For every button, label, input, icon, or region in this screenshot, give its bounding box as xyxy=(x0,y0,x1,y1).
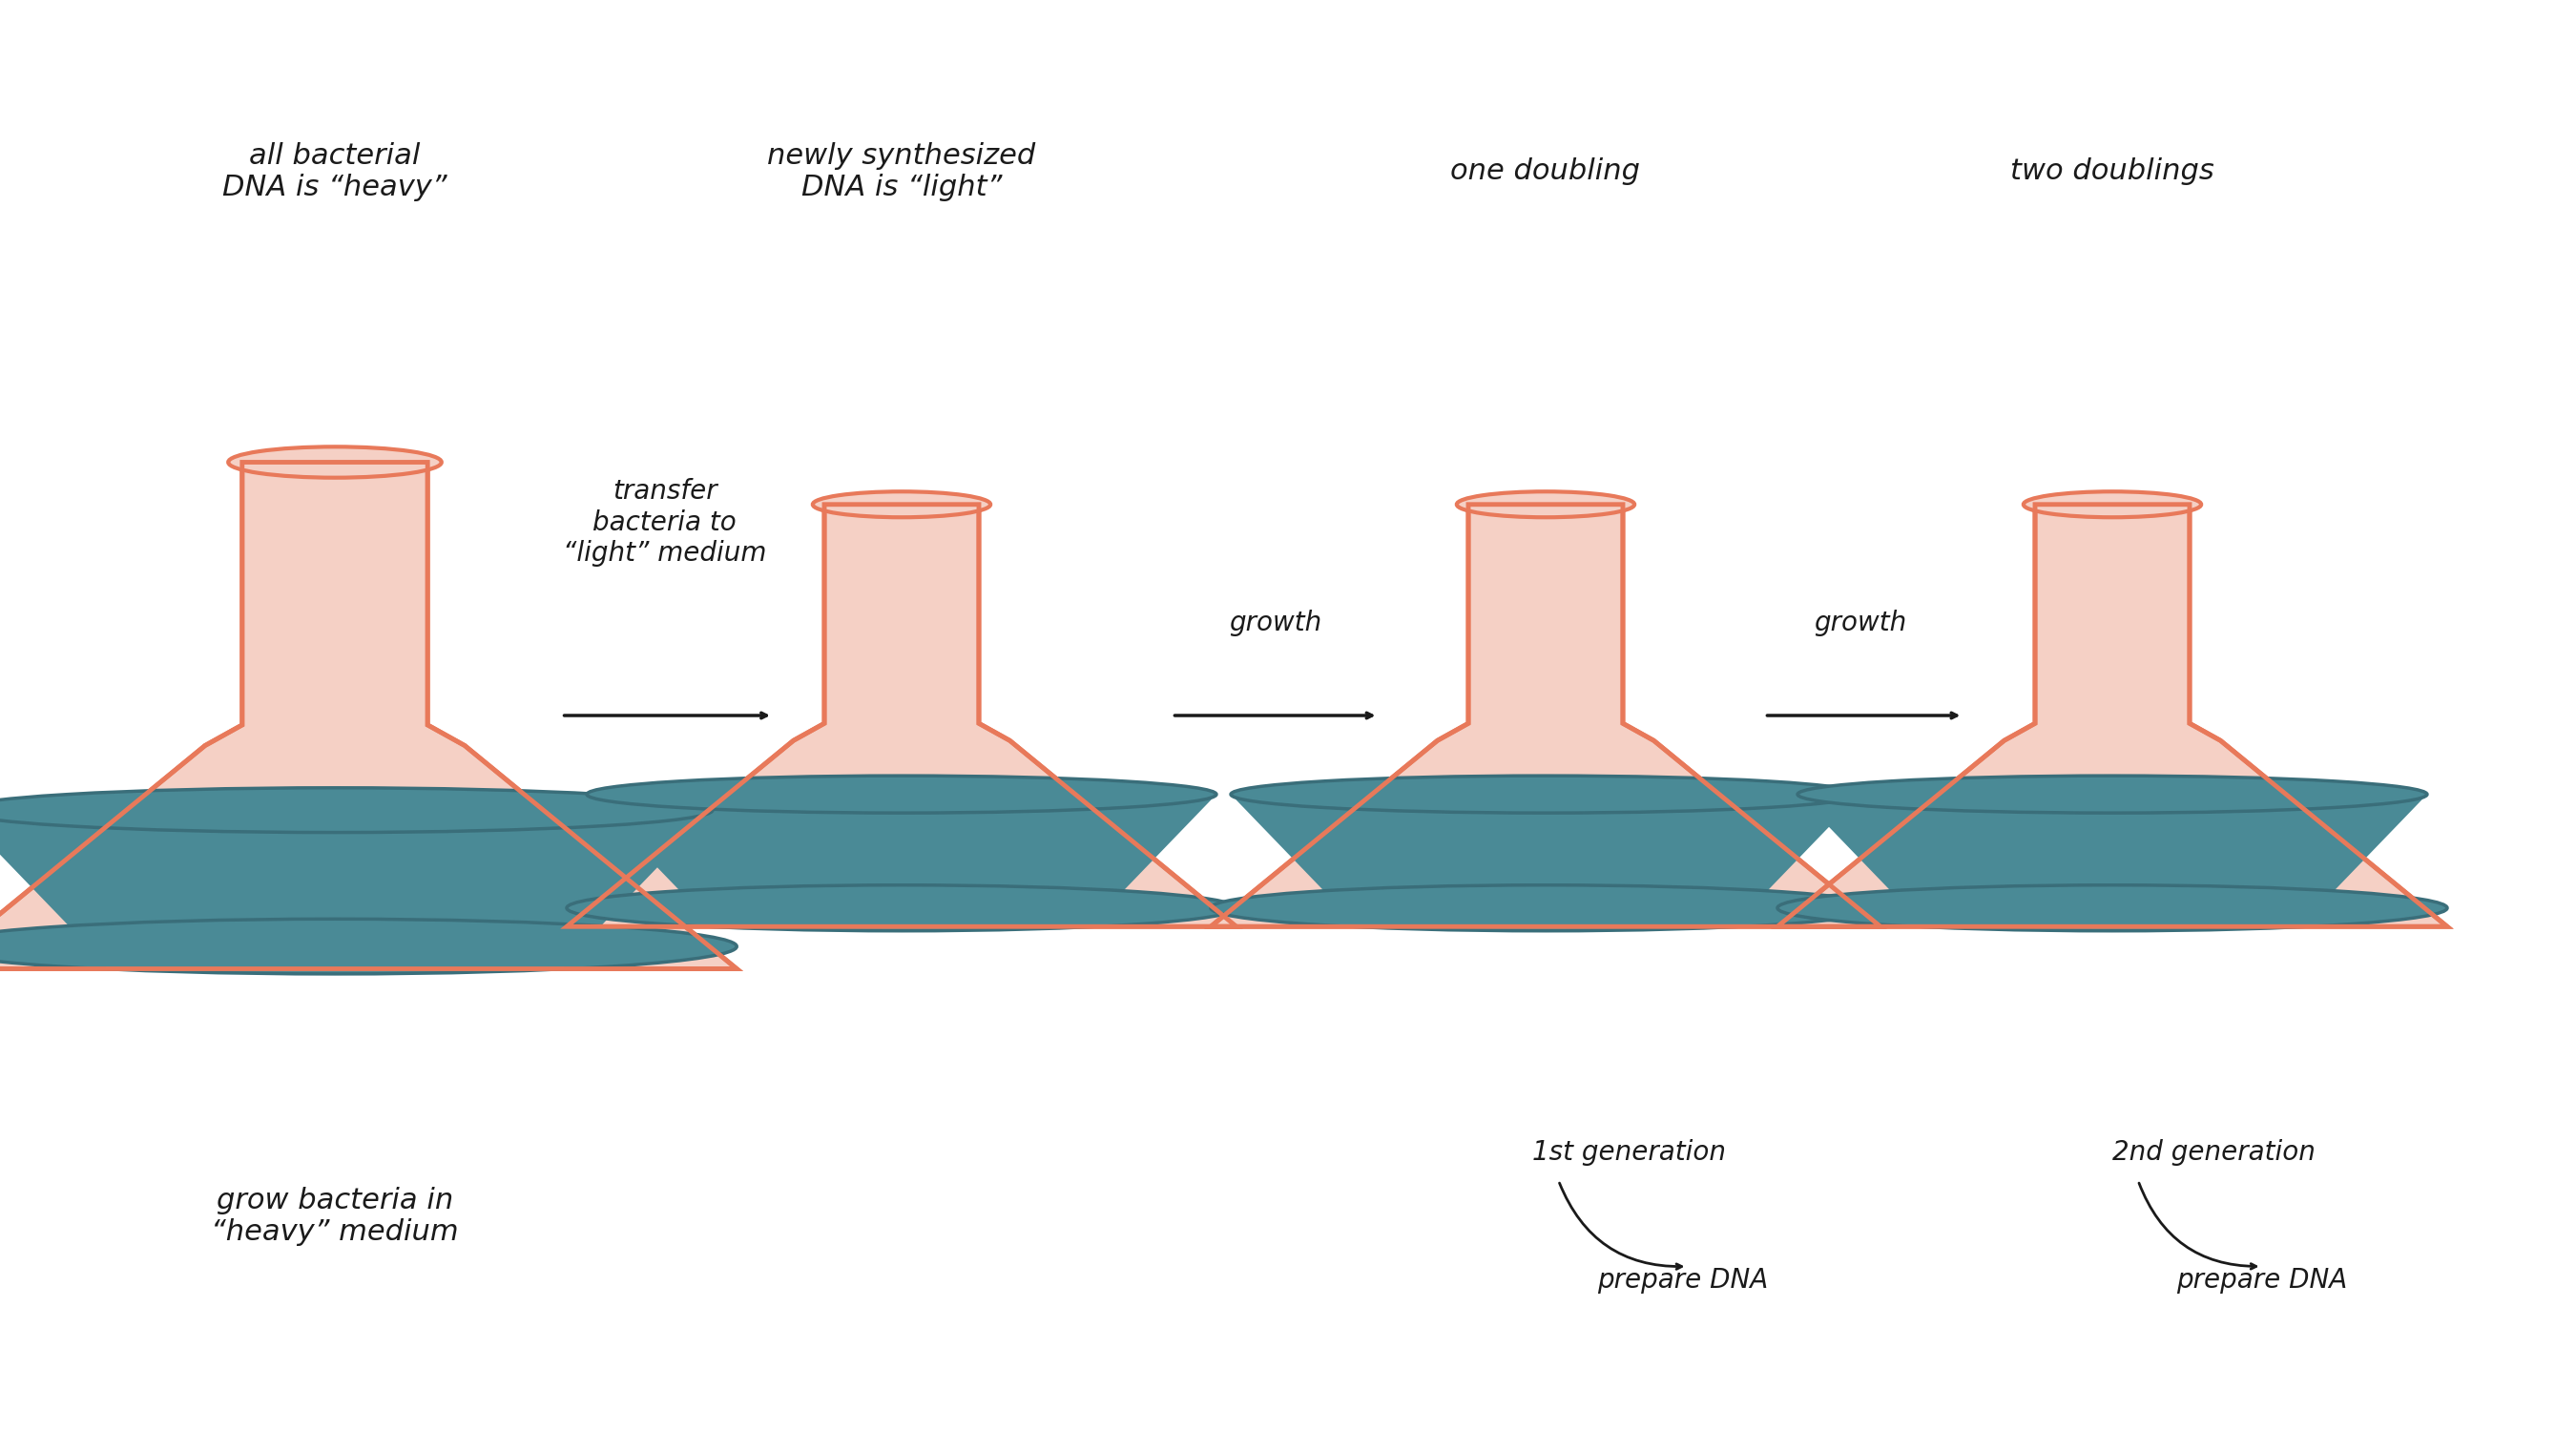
Polygon shape xyxy=(1211,505,1880,927)
Text: transfer
bacteria to
“light” medium: transfer bacteria to “light” medium xyxy=(562,478,768,567)
Ellipse shape xyxy=(567,884,1236,930)
Ellipse shape xyxy=(811,492,989,518)
Ellipse shape xyxy=(1455,492,1633,518)
Text: all bacterial
DNA is “heavy”: all bacterial DNA is “heavy” xyxy=(222,142,448,202)
Ellipse shape xyxy=(0,788,714,833)
Ellipse shape xyxy=(1211,884,1880,930)
Ellipse shape xyxy=(229,446,440,478)
Ellipse shape xyxy=(0,919,737,975)
Text: newly synthesized
DNA is “light”: newly synthesized DNA is “light” xyxy=(768,142,1036,202)
Text: one doubling: one doubling xyxy=(1450,157,1641,186)
Text: growth: growth xyxy=(1814,610,1906,635)
Polygon shape xyxy=(0,462,737,969)
Ellipse shape xyxy=(1231,776,1860,813)
Text: growth: growth xyxy=(1229,610,1321,635)
Text: 2nd generation: 2nd generation xyxy=(2112,1139,2316,1165)
Polygon shape xyxy=(1231,794,1860,909)
Text: grow bacteria in
“heavy” medium: grow bacteria in “heavy” medium xyxy=(211,1186,459,1246)
Ellipse shape xyxy=(1798,776,2427,813)
Text: 1st generation: 1st generation xyxy=(1533,1139,1726,1165)
Polygon shape xyxy=(587,794,1216,909)
Ellipse shape xyxy=(587,776,1216,813)
Polygon shape xyxy=(0,810,714,947)
Ellipse shape xyxy=(1777,884,2447,930)
Ellipse shape xyxy=(2025,492,2200,518)
Polygon shape xyxy=(567,505,1236,927)
Polygon shape xyxy=(1777,505,2447,927)
Text: prepare DNA: prepare DNA xyxy=(1597,1268,1767,1294)
Polygon shape xyxy=(1798,794,2427,909)
Text: two doublings: two doublings xyxy=(2009,157,2215,186)
Text: prepare DNA: prepare DNA xyxy=(2177,1268,2347,1294)
